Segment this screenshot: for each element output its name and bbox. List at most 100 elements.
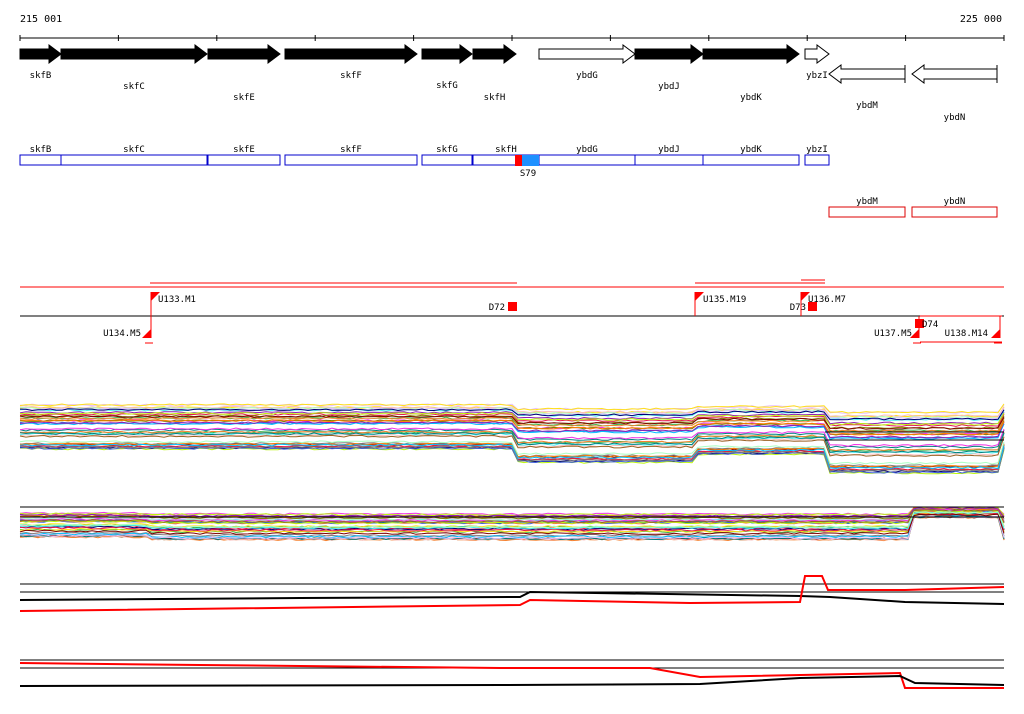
promoter-flag [801,292,810,301]
expression-line [19,443,1005,470]
gene-shape [421,44,473,64]
gene-label: skfC [123,82,145,92]
operon-rect [60,154,208,166]
gene-label: ybdG [576,71,598,81]
operon-label: skfE [233,145,255,155]
gene-label: skfH [484,93,506,103]
expression-panel-forward [19,403,1005,475]
gene-shape [19,44,62,64]
operon-label: skfB [30,145,52,155]
expression-line [19,415,1005,430]
site-blue-block [522,155,539,166]
gene-label: ybdM [856,101,878,111]
summary-line [19,674,1005,687]
site-red-block [515,155,522,166]
expression-line [19,428,1005,449]
gene-track: skfB skfC skfE skfF skfG skfH ybdG ybdJ ybdK ybzI… [19,44,998,123]
expression-line [19,509,1005,524]
operon-rect [421,154,473,166]
promoter-flag [910,329,919,338]
gene-arrow-skfC: skfC [60,44,208,92]
operon-box-ybdJ: ybdJ [634,145,704,166]
operon-box-ybzI: ybzI [804,145,830,166]
gene-shape [828,64,906,84]
expression-line [19,432,1005,454]
ruler-ticks [19,35,1005,41]
gene-arrow-ybdN: ybdN [911,64,998,123]
expression-line [19,406,1005,419]
promoter-u137-m5: U137.M5 [874,316,921,344]
promoter-u138-m14: U138.M14 [945,316,1002,344]
promoter-u133-m1: U133.M1 [150,292,196,316]
operon-box-skfB: skfB [19,145,62,166]
expression-line [19,419,1005,436]
gene-label: ybdN [944,113,966,123]
promoter-label: D74 [922,320,938,330]
gene-label: ybdJ [658,82,680,92]
gene-shape [911,64,998,84]
expression-line [19,445,1005,473]
gene-shape [207,44,281,64]
gene-label: skfF [340,71,362,81]
summary-line [19,662,1004,689]
gene-label: ybdK [740,93,762,103]
operon-label: ybzI [806,145,828,155]
summary-panel-forward [19,575,1005,612]
gene-label: skfB [30,71,52,81]
operon-box-skfG: skfG [421,145,473,166]
gene-label: ybzI [806,71,828,81]
expression-line [19,442,1005,468]
expression-line [19,405,1005,418]
gene-label: skfG [436,81,458,91]
promoter-label: U135.M19 [703,295,746,305]
gene-shape [472,44,517,64]
gene-shape [634,44,704,64]
summary-panel-reverse [19,659,1005,689]
gene-arrow-ybdM: ybdM [828,64,906,111]
expression-line [19,512,1005,532]
operon-box-ybdM: ybdM [828,197,906,218]
promoter-label: U134.M5 [103,329,141,339]
operon-label: skfF [340,145,362,155]
operon-box-ybdN: ybdN [911,197,998,218]
operon-rect [19,154,62,166]
gene-shape [284,44,418,64]
promoter-flag [142,329,151,338]
operon-box-skfC: skfC [60,145,208,166]
promoter-d72: D72 [489,302,517,313]
operon-rect [911,206,998,218]
expression-line [19,412,1005,426]
summary-line [19,575,1005,612]
gene-label: skfE [233,93,255,103]
promoter-label: U136.M7 [808,295,846,305]
operon-label: ybdM [856,197,878,207]
expression-line [19,515,1005,540]
operon-label: ybdJ [658,145,680,155]
gene-arrow-ybzI: ybzI [804,44,830,81]
gene-shape [538,44,636,64]
expression-line [19,511,1005,529]
operon-label: ybdN [944,197,966,207]
operon-rect [804,154,830,166]
expression-line [19,514,1005,539]
expression-line [19,440,1005,465]
expression-line [19,403,1005,414]
gene-shape [804,44,830,64]
operon-rect [702,154,800,166]
expression-line [19,421,1005,439]
gene-arrow-skfB: skfB [19,44,62,81]
terminator-box [508,302,517,311]
promoter-label: U137.M5 [874,329,912,339]
operon-label: ybdK [740,145,762,155]
operon-track: skfB skfC skfE skfF skfG skfH ybdG ybdJ ybdK ybzI… [19,145,998,218]
gene-shape [702,44,800,64]
gene-arrow-ybdK: ybdK [702,44,800,103]
operon-rect [828,206,906,218]
coord-end-label: 225 000 [960,14,1002,25]
expression-line [19,512,1005,533]
terminator-box [808,302,817,311]
gene-arrow-skfE: skfE [207,44,281,103]
promoter-flag [695,292,704,301]
